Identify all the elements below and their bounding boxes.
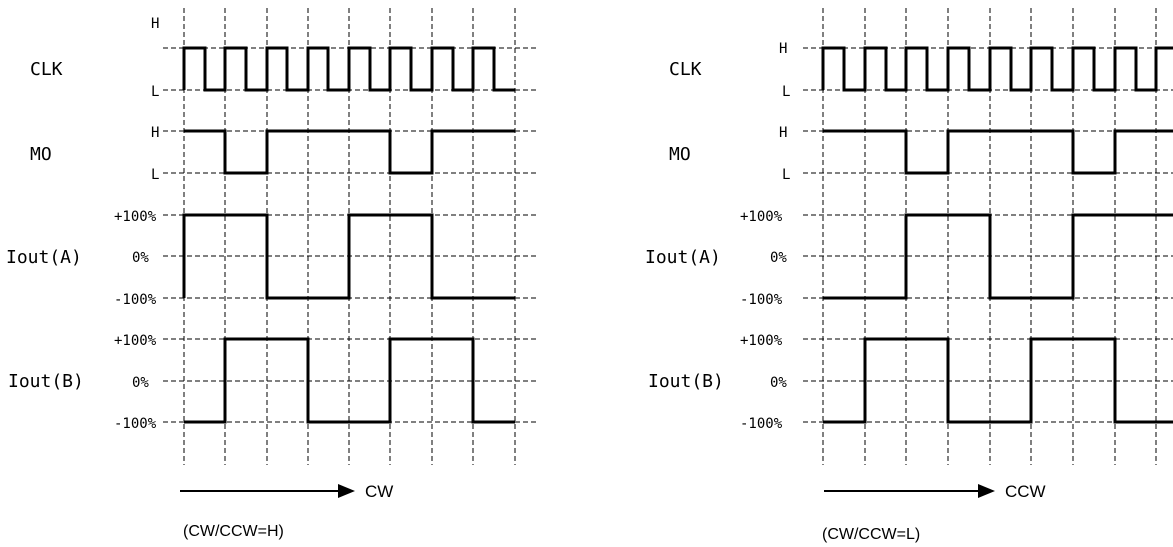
a-zero-level: 0% — [132, 250, 149, 266]
b-pos-level: +100% — [740, 333, 783, 349]
b-neg-level: -100% — [114, 416, 157, 432]
iout-a-label: Iout(A) — [6, 247, 82, 268]
iout-a-waveform — [823, 213, 1173, 300]
iout-b-waveform — [184, 337, 515, 424]
direction-arrow-ccw — [824, 484, 995, 498]
clk-waveform — [821, 46, 1173, 92]
iout-b-label: Iout(B) — [8, 371, 84, 392]
caption-cw: (CW/CCW=H) — [183, 523, 284, 540]
iout-b-waveform — [823, 337, 1173, 424]
clk-label: CLK — [30, 59, 63, 80]
mo-waveform — [823, 129, 1173, 175]
mo-label: MO — [30, 144, 52, 165]
mo-high-level: H — [151, 125, 159, 141]
iout-a-waveform — [182, 213, 515, 300]
iout-a-label: Iout(A) — [645, 247, 721, 268]
a-pos-level: +100% — [740, 209, 783, 225]
caption-ccw: (CW/CCW=L) — [822, 526, 920, 543]
diagram-ccw: CLK MO Iout(A) Iout(B) H L H L +100% 0% … — [645, 8, 1173, 543]
b-pos-level: +100% — [114, 333, 157, 349]
direction-label-cw: CW — [365, 482, 393, 501]
mo-low-level: L — [782, 167, 790, 183]
direction-label-ccw: CCW — [1005, 482, 1046, 501]
diagram-cw: CLK MO Iout(A) Iout(B) H L H L +100% 0% … — [6, 8, 537, 540]
a-neg-level: -100% — [740, 292, 783, 308]
b-zero-level: 0% — [770, 375, 787, 391]
mo-waveform — [184, 129, 515, 175]
mo-low-level: L — [151, 167, 159, 183]
b-zero-level: 0% — [132, 375, 149, 391]
b-neg-level: -100% — [740, 416, 783, 432]
clk-low-level: L — [151, 84, 159, 100]
mo-high-level: H — [779, 125, 787, 141]
a-neg-level: -100% — [114, 292, 157, 308]
a-pos-level: +100% — [114, 209, 157, 225]
clk-waveform — [182, 46, 515, 92]
clk-high-level: H — [779, 41, 787, 57]
clk-high-level: H — [151, 16, 159, 32]
iout-b-label: Iout(B) — [648, 371, 724, 392]
a-zero-level: 0% — [770, 250, 787, 266]
clk-label: CLK — [669, 59, 702, 80]
mo-label: MO — [669, 144, 691, 165]
clk-low-level: L — [782, 84, 790, 100]
direction-arrow-cw — [180, 484, 355, 498]
grid-ccw — [803, 8, 1173, 465]
